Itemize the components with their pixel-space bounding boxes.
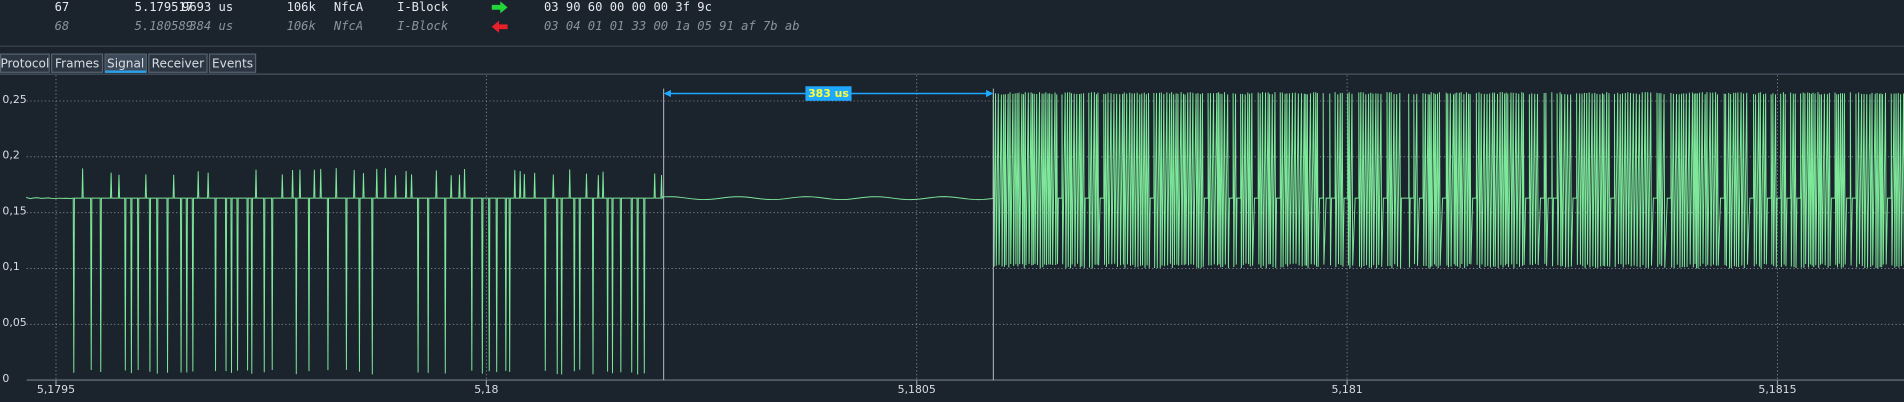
tab[interactable]: Protocol	[0, 53, 50, 73]
tab-label: Events	[212, 56, 253, 70]
tab[interactable]: Frames	[50, 53, 104, 73]
y-tick-label: 0,25	[2, 93, 26, 106]
x-tick-label: 5,18	[474, 383, 498, 396]
tab-background	[148, 53, 208, 73]
y-tick-label: 0,2	[2, 149, 19, 162]
tab[interactable]: Events	[208, 53, 257, 73]
table-cell: NfcA	[333, 19, 363, 33]
table-cell: I-Block	[397, 19, 449, 33]
table-cell: I-Block	[397, 0, 449, 14]
direction-arrow	[491, 1, 508, 14]
tab-background	[50, 53, 104, 73]
table-cell: 106k	[287, 19, 317, 33]
x-tick-label: 5,1815	[1758, 383, 1796, 396]
waveform	[26, 92, 1904, 375]
tab[interactable]: Signal	[104, 53, 147, 73]
tab-background	[208, 53, 257, 73]
table-cell: 384 us	[188, 19, 233, 33]
tab-background	[0, 53, 50, 73]
table-cell: 03 90 60 00 00 00 3f 9c	[544, 0, 712, 14]
x-tick-label: 5,1805	[898, 383, 936, 396]
tab-label: Receiver	[152, 56, 204, 70]
table-cell: 67	[55, 0, 70, 14]
y-tick-label: 0,15	[2, 204, 26, 217]
table-cell: 106k	[287, 0, 317, 14]
cursor-label-box	[805, 86, 852, 101]
table-cell: 5.179517	[135, 0, 193, 14]
y-tick-label: 0	[2, 372, 9, 385]
tab-label: Signal	[107, 56, 144, 70]
cursor-label: 383 us	[808, 87, 849, 100]
table-cell: NfcA	[334, 0, 364, 14]
table-cell: 68	[55, 19, 70, 33]
tab-bar: Protocol Frames Signal Receiver Events	[0, 53, 257, 73]
direction-arrow	[491, 20, 508, 33]
y-tick-label: 0,1	[2, 260, 19, 273]
tab-indicator	[105, 70, 147, 73]
tab[interactable]: Receiver	[148, 53, 208, 73]
x-tick-label: 5,1795	[37, 383, 75, 396]
table-cell: 03 04 01 01 33 00 1a 05 91 af 7b ab	[544, 19, 800, 33]
table-cell: 5.180589	[135, 19, 193, 33]
table-cell: 9693 us	[182, 0, 233, 14]
signal-plot: 0 0,05 0,1 0,15 0,2 0,25 5,1795 5,18 5,1805 5,181…	[2, 75, 1904, 396]
y-tick-label: 0,05	[2, 316, 26, 329]
x-tick-label: 5,181	[1331, 383, 1362, 396]
tab-label: Protocol	[0, 56, 49, 70]
tab-label: Frames	[55, 56, 99, 70]
